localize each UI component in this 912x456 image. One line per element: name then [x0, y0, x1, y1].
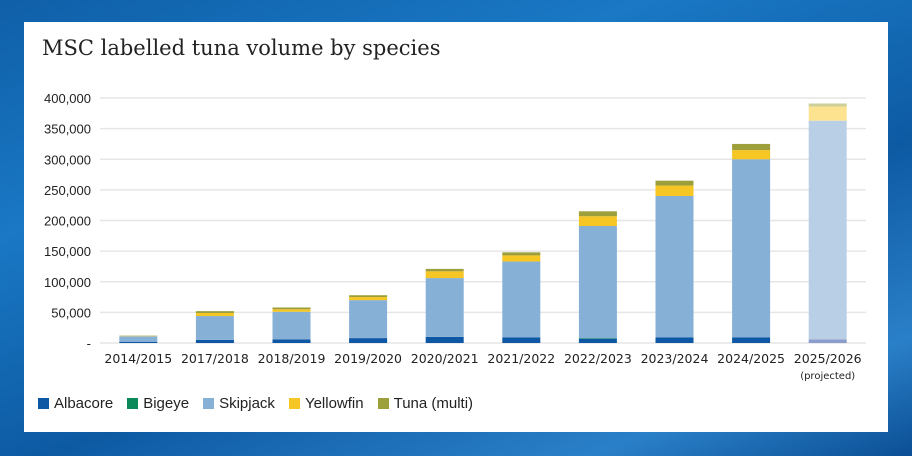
y-tick-label: 250,000: [44, 183, 91, 198]
x-tick-label: 2017/2018: [181, 351, 249, 366]
stacked-bar-chart: - 50,000 100,000 150,000 200,000 250,000 300,0…: [44, 91, 866, 382]
bar-segment-tuna-multi: [272, 307, 311, 310]
bar-segment-albacore: [578, 338, 617, 343]
bar-segment-tuna-multi: [732, 143, 771, 151]
x-tick-label: 2019/2020: [334, 351, 402, 366]
legend-item: Tuna (multi): [377, 395, 474, 412]
y-tick-label: 350,000: [44, 122, 91, 137]
bar-segment-albacore: [119, 341, 158, 343]
bar-segment-albacore: [195, 339, 234, 343]
x-tick-label: 2018/2019: [258, 351, 326, 366]
legend-swatch: [203, 398, 215, 409]
legend-swatch: [38, 398, 49, 409]
x-tick-label: 2024/2025: [717, 351, 785, 366]
x-tick-label: 2025/2026: [794, 351, 862, 366]
bar-segment-albacore: [425, 336, 464, 343]
bar-segment-yellowfin: [272, 309, 311, 312]
legend-item: Yellowfin: [288, 395, 364, 412]
y-tick-label: 50,000: [51, 305, 91, 320]
y-tick-label: 400,000: [44, 91, 91, 106]
y-tick-label: 100,000: [44, 275, 91, 290]
legend-label: Tuna (multi): [393, 395, 474, 412]
chart-card: MSC labelled tuna volume by species - 50,…: [24, 22, 888, 432]
legend-item: Albacore: [38, 395, 113, 412]
bar-segment-skipjack: [502, 261, 541, 338]
bar-segment-yellowfin: [808, 106, 847, 121]
bar-segment-bigeye: [578, 338, 617, 339]
x-tick-label: 2023/2024: [641, 351, 709, 366]
x-tick-label: 2020/2021: [411, 351, 479, 366]
bar-segment-skipjack: [425, 278, 464, 337]
bar-segment-albacore: [272, 339, 311, 343]
bar-segment-albacore: [732, 337, 771, 343]
legend-swatch: [377, 398, 389, 409]
y-tick-label: 150,000: [44, 244, 91, 259]
bar-segment-skipjack: [732, 159, 771, 338]
bar-segment-skipjack: [272, 311, 311, 340]
legend-swatch: [127, 398, 139, 409]
legend-label: Bigeye: [143, 395, 190, 412]
bar-segment-tuna-multi: [578, 211, 617, 217]
legend-item: Skipjack: [203, 395, 275, 412]
bar-segment-albacore: [808, 339, 847, 343]
bar-segment-skipjack: [195, 316, 234, 340]
bar-segment-skipjack: [655, 196, 694, 338]
y-tick-label: 300,000: [44, 152, 91, 167]
bar-segment-skipjack: [578, 226, 617, 339]
x-tick-label: 2021/2022: [487, 351, 555, 366]
x-tick-label: 2014/2015: [104, 351, 172, 366]
bar-segment-tuna-multi: [502, 252, 541, 256]
bar-segment-yellowfin: [655, 185, 694, 196]
bar-segment-tuna-multi: [655, 180, 694, 186]
legend-item: Bigeye: [127, 395, 189, 412]
bar-segment-yellowfin: [425, 271, 464, 279]
x-tick-note: (projected): [800, 371, 855, 382]
x-tick-label: 2022/2023: [564, 351, 632, 366]
bar-segment-yellowfin: [732, 150, 771, 160]
bar-segment-yellowfin: [578, 216, 617, 227]
bar-segment-albacore: [655, 337, 694, 343]
bar-segment-skipjack: [349, 300, 388, 339]
bar-segment-tuna-multi: [425, 268, 464, 272]
y-tick-label: -: [87, 336, 91, 351]
bar-segment-tuna-multi: [808, 103, 847, 107]
legend-label: Albacore: [54, 395, 114, 412]
bar-segment-albacore: [349, 338, 388, 343]
legend-label: Yellowfin: [304, 395, 364, 412]
bar-segment-albacore: [502, 337, 541, 343]
bar-segment-yellowfin: [195, 312, 234, 317]
y-tick-label: 200,000: [44, 214, 91, 229]
chart-title: MSC labelled tuna volume by species: [42, 36, 441, 60]
legend: Albacore Bigeye Skipjack Yellowfin Tuna (mul…: [38, 395, 473, 412]
bar-segment-yellowfin: [349, 297, 388, 301]
bar-segment-tuna-multi: [349, 295, 388, 298]
bar-segment-tuna-multi: [195, 311, 234, 313]
legend-swatch: [288, 398, 300, 409]
bar-segment-skipjack: [119, 336, 158, 342]
legend-label: Skipjack: [219, 395, 275, 412]
bar-segment-yellowfin: [502, 255, 541, 262]
bar-segment-skipjack: [808, 120, 847, 340]
